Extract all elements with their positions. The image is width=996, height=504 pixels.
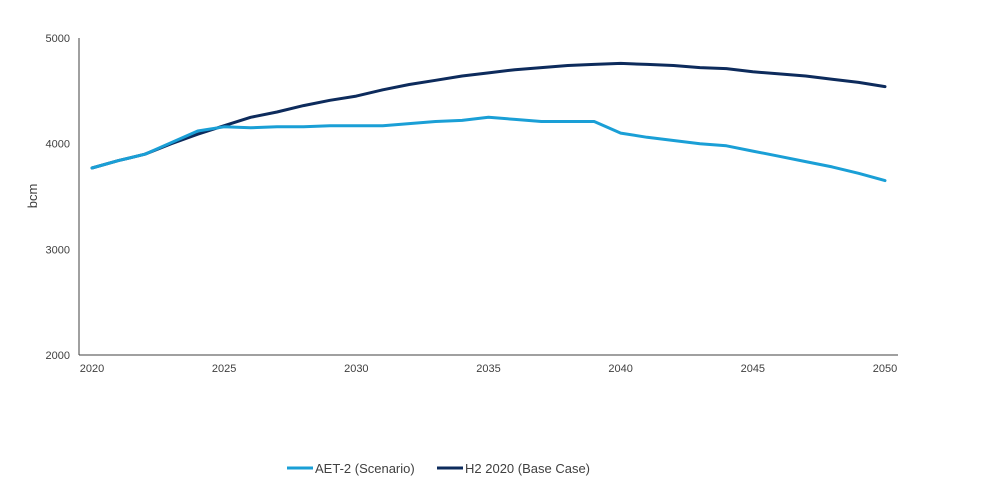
legend-label: AET-2 (Scenario)	[315, 461, 415, 476]
y-axis-label: bcm	[25, 184, 40, 209]
x-tick-label: 2030	[344, 363, 368, 375]
x-tick-labels: 2020 2025 2030 2035 2040 2045 2050	[80, 363, 897, 375]
y-tick-label: 2000	[46, 350, 70, 362]
x-tick-label: 2040	[608, 363, 632, 375]
x-tick-label: 2045	[741, 363, 765, 375]
x-tick-label: 2020	[80, 363, 104, 375]
legend: AET-2 (Scenario) H2 2020 (Base Case)	[287, 461, 590, 476]
x-tick-label: 2050	[873, 363, 897, 375]
x-tick-label: 2025	[212, 363, 236, 375]
legend-label: H2 2020 (Base Case)	[465, 461, 590, 476]
y-tick-label: 3000	[46, 244, 70, 256]
axes	[78, 38, 898, 356]
series-lines	[90, 61, 887, 183]
x-tick-label: 2035	[476, 363, 500, 375]
y-tick-label: 4000	[46, 139, 70, 151]
y-tick-labels: 2000 3000 4000 5000	[46, 33, 70, 362]
series-line-aet-2	[90, 115, 887, 183]
y-tick-label: 5000	[46, 33, 70, 45]
